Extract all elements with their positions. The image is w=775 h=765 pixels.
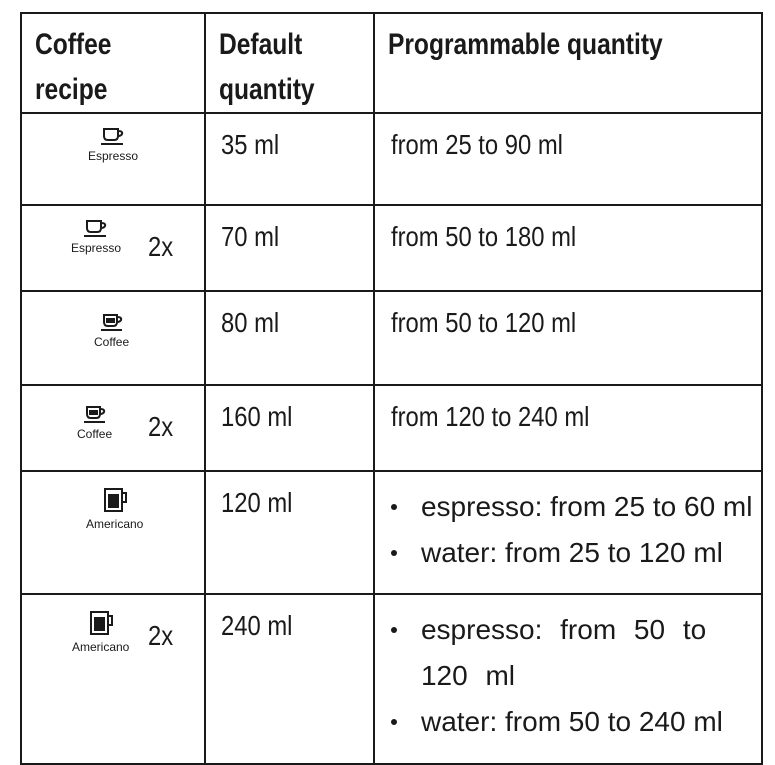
programmable-quantity-list: espresso: from 25 to 60 ml water: from 2… [375, 472, 761, 576]
table-row: Americano 120 ml espresso: from 25 to 60… [20, 470, 764, 595]
recipe-icon-group: Americano [86, 486, 143, 531]
header-programmable-quantity: Programmable quantity [373, 12, 693, 114]
bullet-icon [390, 550, 397, 556]
table-row: Coffee 2x 160 ml from 120 to 240 ml [20, 384, 764, 472]
programmable-quantity: from 25 to 90 ml [390, 129, 563, 160]
recipe-label: Coffee [77, 427, 113, 441]
recipe-icon-group: Americano [72, 609, 129, 654]
recipe-label: Espresso [88, 149, 139, 163]
recipe-cell: Espresso [20, 112, 206, 206]
default-quantity-cell: 70 ml [203, 204, 375, 292]
default-quantity-cell: 35 ml [203, 112, 375, 206]
mug-icon [89, 611, 113, 635]
list-item-text: water: from 50 to 240 ml [420, 706, 723, 737]
header-text: Coffee [34, 28, 112, 61]
header-text: Programmable quantity [387, 28, 663, 61]
mug-icon [103, 488, 127, 512]
recipe-label: Americano [72, 640, 130, 654]
list-item: water: from 25 to 120 ml [390, 530, 761, 576]
list-item-text: water: from 25 to 120 ml [420, 537, 723, 568]
cup-small-icon [84, 220, 107, 237]
header-default-quantity: Default quantity [203, 12, 345, 114]
list-item-text: espresso: from 50 to 120 ml [420, 614, 707, 691]
default-quantity: 35 ml [220, 129, 279, 160]
header-text: recipe [34, 73, 108, 106]
cup-medium-icon [100, 314, 122, 331]
programmable-quantity-cell: espresso: from 50 to 120 ml water: from … [372, 593, 764, 765]
list-item: espresso: from 50 to 120 ml [390, 607, 761, 699]
table-row: Espresso 35 ml from 25 to 90 ml [20, 112, 764, 206]
list-item: espresso: from 25 to 60 ml [390, 484, 761, 530]
recipe-icon-group: Coffee [94, 312, 129, 349]
header-text: quantity [218, 73, 315, 106]
header-text: Default [218, 28, 302, 61]
default-quantity: 160 ml [220, 401, 292, 432]
recipe-cell: Espresso 2x [20, 204, 206, 292]
default-quantity: 70 ml [220, 221, 279, 252]
default-quantity: 240 ml [220, 610, 292, 641]
programmable-quantity-list: espresso: from 50 to 120 ml water: from … [375, 595, 761, 745]
cup-small-icon [101, 128, 124, 145]
table-row: Espresso 2x 70 ml from 50 to 180 ml [20, 204, 764, 292]
table-row: Coffee 80 ml from 50 to 120 ml [20, 290, 764, 386]
programmable-quantity: from 50 to 120 ml [390, 307, 577, 338]
programmable-quantity: from 120 to 240 ml [390, 401, 590, 432]
programmable-quantity-cell: espresso: from 25 to 60 ml water: from 2… [372, 470, 764, 595]
programmable-quantity-cell: from 50 to 120 ml [372, 290, 764, 386]
programmable-quantity-cell: from 50 to 180 ml [372, 204, 764, 292]
double-multiplier: 2x [148, 411, 174, 442]
recipe-cell: Americano 2x [20, 593, 206, 765]
recipe-label: Americano [86, 517, 144, 531]
recipe-icon-group: Espresso [71, 218, 121, 255]
recipe-cell: Coffee [20, 290, 206, 386]
coffee-quantity-table: Coffee recipe Default quantity Programma… [20, 12, 764, 765]
default-quantity-cell: 80 ml [203, 290, 375, 386]
default-quantity: 80 ml [220, 307, 279, 338]
bullet-icon [390, 504, 397, 510]
double-multiplier: 2x [148, 231, 174, 262]
recipe-cell: Americano [20, 470, 206, 595]
header-row: Coffee recipe Default quantity Programma… [20, 12, 762, 114]
recipe-icon-group: Espresso [88, 126, 138, 163]
list-item-text: espresso: from 25 to 60 ml [420, 491, 753, 522]
double-multiplier: 2x [148, 620, 174, 651]
header-coffee-recipe: Coffee recipe [20, 12, 173, 114]
recipe-cell: Coffee 2x [20, 384, 206, 472]
list-item: water: from 50 to 240 ml [390, 699, 761, 745]
default-quantity-cell: 120 ml [203, 470, 375, 595]
bullet-icon [390, 719, 397, 725]
programmable-quantity-cell: from 120 to 240 ml [372, 384, 764, 472]
cup-medium-icon [83, 406, 105, 423]
programmable-quantity-cell: from 25 to 90 ml [372, 112, 764, 206]
bullet-icon [390, 627, 397, 633]
programmable-quantity: from 50 to 180 ml [390, 221, 577, 252]
recipe-label: Espresso [71, 241, 122, 255]
default-quantity-cell: 160 ml [203, 384, 375, 472]
table-row: Americano 2x 240 ml espresso: from 50 to… [20, 593, 764, 765]
recipe-icon-group: Coffee [77, 404, 112, 441]
recipe-label: Coffee [94, 335, 130, 349]
default-quantity-cell: 240 ml [203, 593, 375, 765]
default-quantity: 120 ml [220, 487, 292, 518]
